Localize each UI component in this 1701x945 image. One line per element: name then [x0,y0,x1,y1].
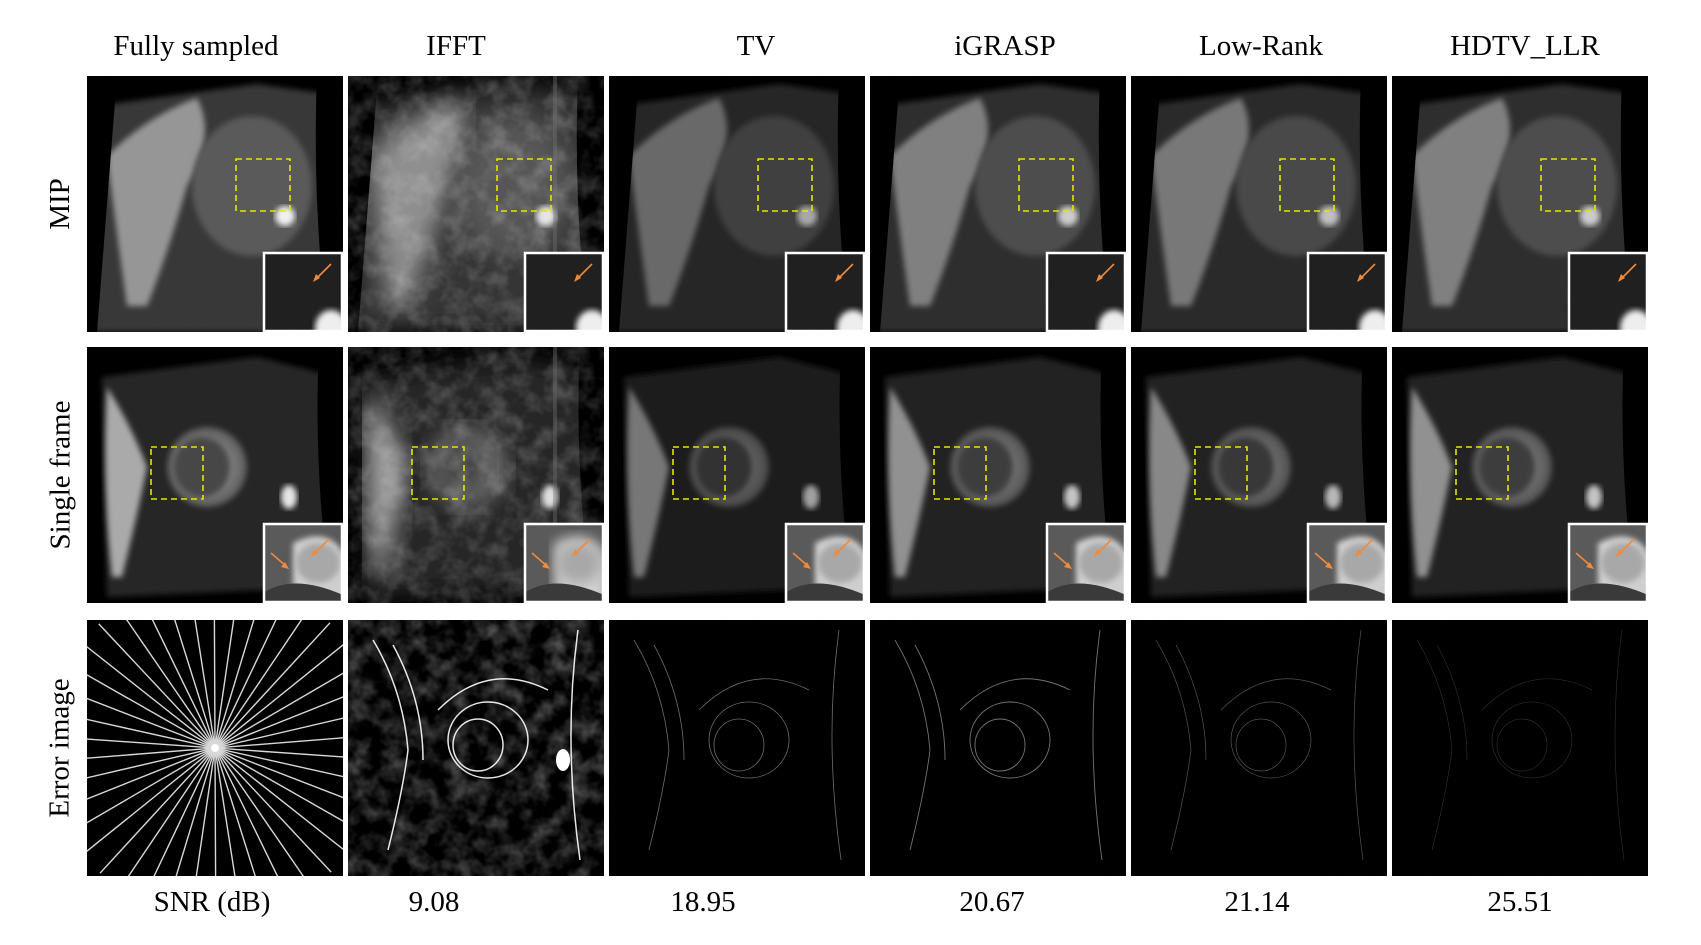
panel-mip-igrasp [870,76,1126,332]
zoom-inset [262,522,343,603]
column-title-ifft: IFFT [426,30,486,62]
roi-box [1540,158,1596,212]
snr-value-igrasp: 20.67 [959,886,1025,918]
zoom-inset [1306,522,1387,603]
orange-arrow-icon [1355,538,1374,557]
orange-arrow-icon [1096,263,1115,282]
orange-arrow-icon [1357,263,1376,282]
zoom-inset [784,251,865,332]
snr-value-ifft: 9.08 [408,886,460,918]
roi-box [1018,158,1074,212]
panel-mip-low-rank [1131,76,1387,332]
orange-arrow-icon [311,538,330,557]
roi-box [757,158,813,212]
snr-label: SNR (dB) [153,886,271,918]
orange-arrow-icon [833,538,852,557]
roi-box [1455,446,1509,500]
orange-arrow-icon [574,263,593,282]
panel-single-frame-hdtv-llr [1392,347,1648,603]
panel-single-frame-ifft [348,347,604,603]
snr-value-tv: 18.95 [670,886,736,918]
orange-arrow-icon [1053,552,1072,569]
roi-box [411,446,465,500]
panel-mip-fully-sampled [87,76,343,332]
snr-value-hdtv-llr: 25.51 [1487,886,1553,918]
panel-single-frame-low-rank [1131,347,1387,603]
orange-arrow-icon [313,263,332,282]
zoom-inset [784,522,865,603]
panel-mip-tv [609,76,865,332]
panel-error-image-fully-sampled [87,620,343,876]
roi-box [150,446,204,500]
roi-box [496,158,552,212]
roi-box [933,446,987,500]
zoom-inset [1567,522,1648,603]
zoom-inset [1045,522,1126,603]
panel-single-frame-igrasp [870,347,1126,603]
column-title-low-rank: Low-Rank [1198,30,1324,62]
panel-error-image-hdtv-llr [1392,620,1648,876]
zoom-inset [262,251,343,332]
orange-arrow-icon [835,263,854,282]
panel-mip-ifft [348,76,604,332]
orange-arrow-icon [792,552,811,569]
roi-box [235,158,291,212]
orange-arrow-icon [531,552,550,569]
roi-box [1194,446,1248,500]
orange-arrow-icon [1094,538,1113,557]
panel-error-image-tv [609,620,865,876]
column-title-fully-sampled: Fully sampled [113,30,279,62]
orange-arrow-icon [1314,552,1333,569]
zoom-inset [523,251,604,332]
column-title-igrasp: iGRASP [954,30,1056,62]
orange-arrow-icon [572,538,591,557]
column-title-hdtv-llr: HDTV_LLR [1450,30,1600,62]
panel-single-frame-tv [609,347,865,603]
radial-sampling-lines-icon [87,620,343,876]
panel-error-image-ifft [348,620,604,876]
orange-arrow-icon [1618,263,1637,282]
roi-box [1279,158,1335,212]
zoom-inset [523,522,604,603]
panel-mip-hdtv-llr [1392,76,1648,332]
orange-arrow-icon [1575,552,1594,569]
column-title-tv: TV [736,30,776,62]
roi-box [672,446,726,500]
panel-single-frame-fully-sampled [87,347,343,603]
orange-arrow-icon [270,552,289,569]
panel-error-image-igrasp [870,620,1126,876]
zoom-inset [1306,251,1387,332]
zoom-inset [1045,251,1126,332]
panel-error-image-low-rank [1131,620,1387,876]
snr-value-low-rank: 21.14 [1224,886,1290,918]
zoom-inset [1567,251,1648,332]
orange-arrow-icon [1616,538,1635,557]
